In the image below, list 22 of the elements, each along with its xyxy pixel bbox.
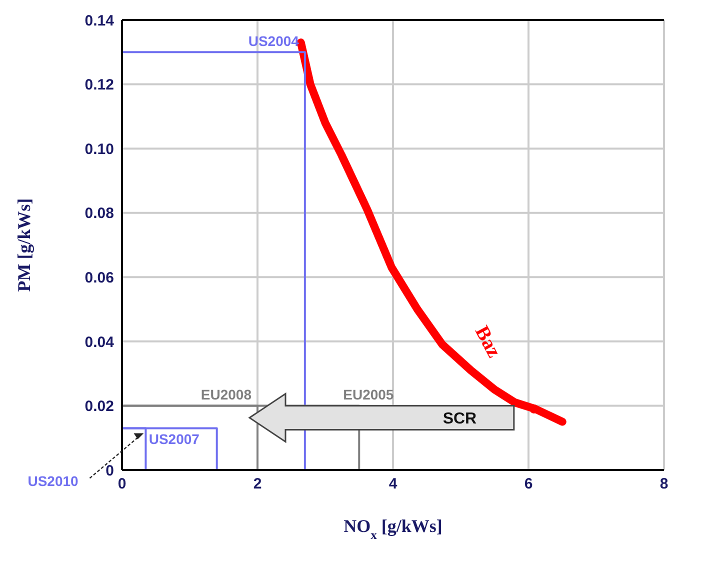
y-tick-label: 0.04 [84,334,115,351]
y-tick-label: 0.06 [84,269,114,286]
y-tick-label: 0.02 [84,398,114,416]
y-tick-label: 0.12 [84,76,114,94]
x-tick-label: 8 [660,476,668,493]
series-label: US2007 [148,431,200,448]
text: US2010 [28,473,79,490]
series-label: EU2008 [200,386,252,403]
x-tick-label: 4 [388,476,398,493]
x-tick-label: 2 [253,476,262,493]
annotation: SCR [442,410,478,428]
y-tick-label: 0 [106,462,114,480]
x-tick-label: 6 [524,476,533,493]
text: Baz [470,322,506,362]
series-label: EU2005 [343,386,394,403]
x-tick-label: 0 [118,476,126,493]
series-label: US2004 [248,33,300,50]
y-axis-title: PM [g/kWs] [14,198,34,292]
x-axis-title: NO$_{x}$ [g/kWs] [344,516,442,542]
y-tick-label: 0.10 [84,140,114,158]
y-tick-label: 0.14 [84,12,115,30]
y-tick-label: 0.08 [84,205,114,222]
